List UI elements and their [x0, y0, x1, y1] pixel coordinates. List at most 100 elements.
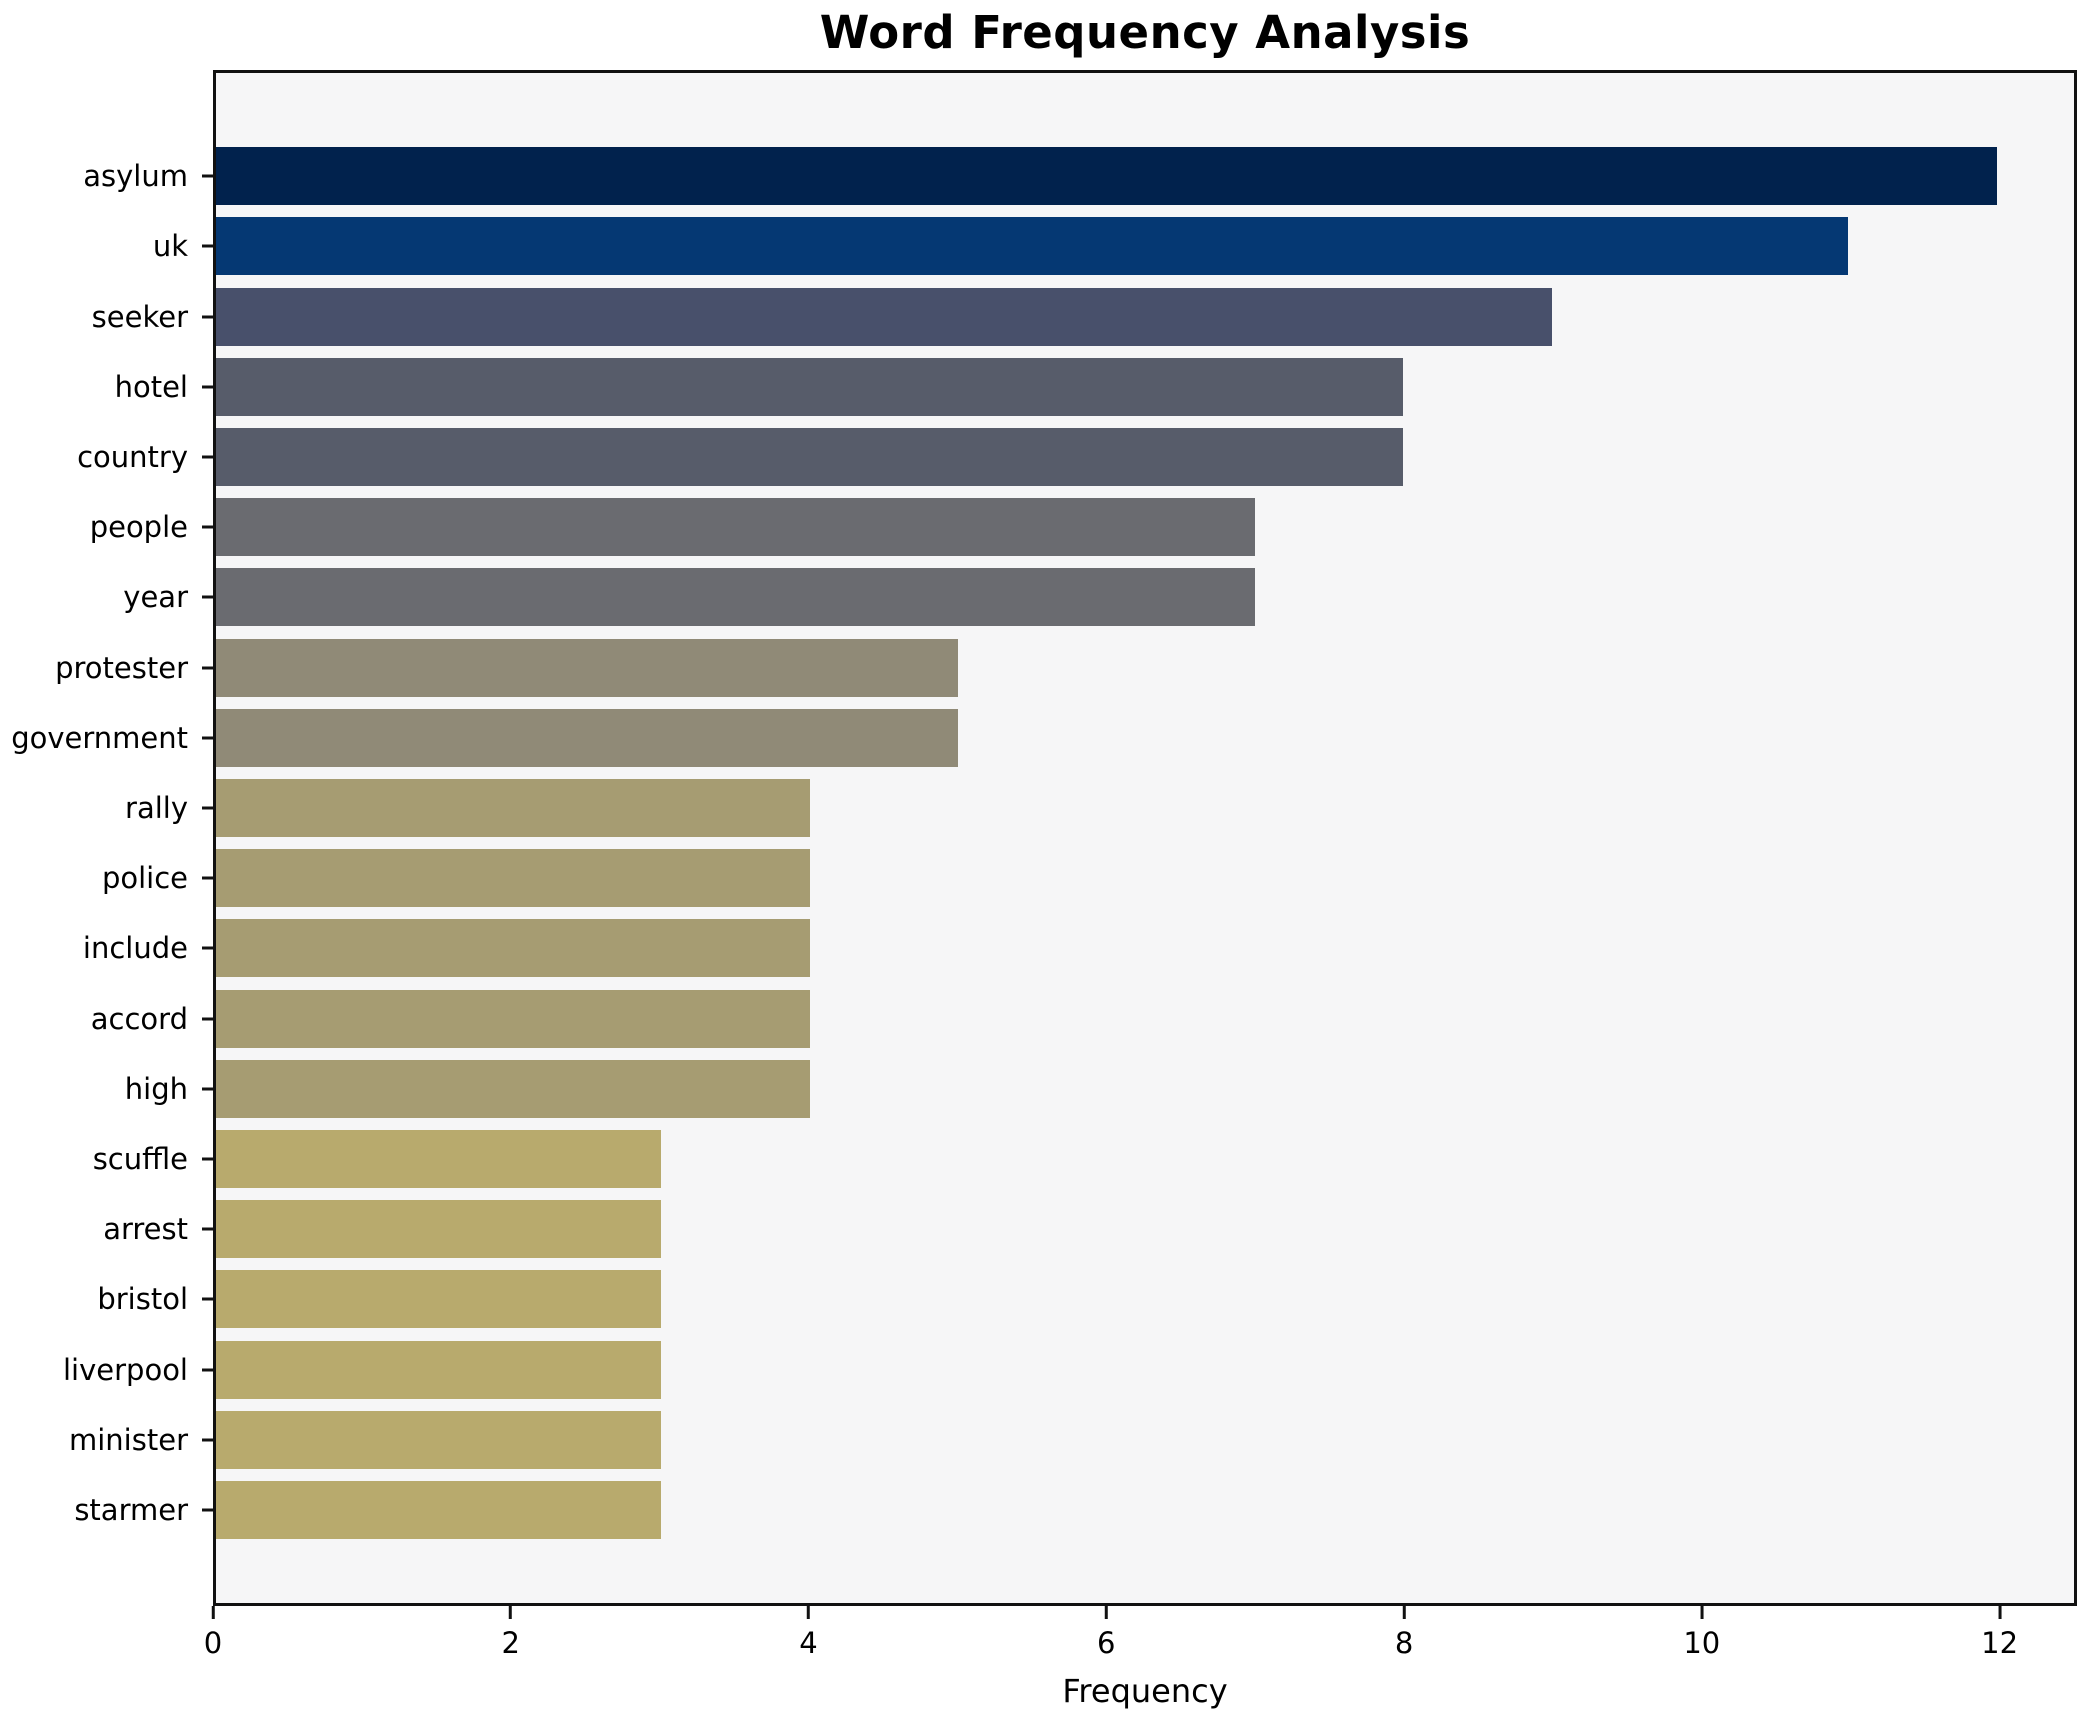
bar-row: scuffle [93, 1124, 2074, 1194]
bars-container: asylum uk seeker hotel country people year prot… [11, 73, 2074, 1603]
y-tick-label: bristol [97, 1282, 188, 1317]
y-tick-label: liverpool [63, 1352, 188, 1387]
y-axis-tick [202, 385, 216, 389]
y-axis-tick [202, 736, 216, 740]
bar-row: high [125, 1054, 2074, 1124]
y-tick-label: protester [55, 650, 188, 685]
y-axis-tick [202, 455, 216, 459]
bar-row: liverpool [63, 1334, 2074, 1404]
y-tick-label: hotel [114, 369, 188, 404]
x-axis-tick-mark [1402, 1606, 1406, 1619]
y-axis-tick [202, 1438, 216, 1442]
x-axis-tick-mark [807, 1606, 811, 1619]
y-axis-tick [202, 666, 216, 670]
bar [216, 1059, 810, 1118]
bar [216, 287, 1552, 346]
bar-row: people [90, 492, 2074, 562]
bar [216, 849, 810, 908]
bar [216, 989, 810, 1048]
bar [216, 1340, 662, 1399]
x-tick-label: 6 [1097, 1626, 1116, 1660]
y-tick-label: scuffle [92, 1141, 188, 1176]
x-tick-label: 2 [501, 1626, 520, 1660]
x-axis-tick-mark [509, 1606, 513, 1619]
y-axis-tick [202, 1157, 216, 1161]
y-axis-tick [202, 946, 216, 950]
y-tick-label: seeker [91, 299, 188, 334]
bar-row: starmer [74, 1475, 2074, 1545]
x-axis-tick: 10 [1683, 1606, 1720, 1660]
y-axis-tick [202, 1087, 216, 1091]
bar-row: arrest [103, 1194, 2074, 1264]
bar [216, 1200, 662, 1259]
y-axis-tick [202, 1368, 216, 1372]
x-tick-label: 8 [1394, 1626, 1414, 1660]
bar-row: asylum [83, 141, 2074, 211]
x-axis-tick-mark [1998, 1606, 2002, 1619]
bar-row: include [83, 913, 2074, 983]
y-axis-tick [202, 1017, 216, 1021]
y-axis-tick [202, 1297, 216, 1301]
y-axis-tick [202, 315, 216, 318]
y-axis-tick [202, 174, 216, 178]
y-axis-tick [202, 244, 216, 248]
bar-row: accord [91, 983, 2074, 1053]
bar [216, 217, 1849, 276]
bar [216, 1129, 662, 1188]
bar-row: police [102, 843, 2074, 913]
bar-row: minister [69, 1405, 2074, 1475]
bar-row: country [77, 422, 2074, 492]
y-tick-label: uk [152, 229, 188, 264]
bar [216, 708, 958, 767]
y-tick-label: accord [90, 1001, 188, 1036]
bar [216, 427, 1404, 486]
x-axis-tick: 4 [799, 1606, 818, 1660]
x-tick-label: 4 [799, 1626, 818, 1660]
x-axis-title: Frequency [1062, 1672, 1228, 1710]
y-axis-tick [202, 876, 216, 880]
bar-row: protester [55, 632, 2074, 702]
y-axis-tick [202, 1227, 216, 1231]
y-tick-label: include [82, 931, 188, 966]
y-tick-label: arrest [103, 1212, 188, 1247]
x-axis-tick: 8 [1395, 1606, 1413, 1660]
bar [216, 778, 810, 837]
y-axis-tick [202, 1508, 216, 1512]
x-axis-tick-mark [1104, 1606, 1108, 1619]
bar [216, 1410, 662, 1469]
bar [216, 1270, 662, 1329]
y-axis-tick [202, 806, 216, 810]
bar [216, 357, 1404, 416]
x-axis-tick-mark [1700, 1606, 1704, 1619]
y-tick-label: people [89, 510, 188, 545]
y-tick-label: country [77, 439, 188, 474]
y-axis-tick [202, 525, 216, 529]
plot-area: asylum uk seeker hotel country people year prot… [11, 70, 2077, 1606]
y-tick-label: high [124, 1071, 188, 1106]
y-tick-label: starmer [74, 1492, 188, 1527]
x-tick-label: 10 [1683, 1626, 1721, 1660]
x-axis-tick: 0 [204, 1606, 222, 1660]
bar-row: seeker [92, 281, 2074, 351]
bar [216, 1480, 662, 1539]
chart-title: Word Frequency Analysis [819, 6, 1471, 59]
bar [216, 638, 958, 697]
y-tick-label: asylum [83, 159, 188, 194]
bar-row: rally [125, 773, 2074, 843]
bar [216, 919, 810, 978]
bar-row: year [123, 562, 2074, 632]
bar [216, 568, 1255, 627]
bar-row: bristol [97, 1264, 2074, 1334]
x-axis: 0 2 4 6 8 10 12 [204, 1606, 2077, 1668]
y-tick-label: police [101, 861, 188, 896]
x-axis-tick: 6 [1097, 1606, 1116, 1660]
bar [216, 147, 1997, 206]
bar-row: uk [153, 211, 2074, 281]
x-axis-tick: 2 [502, 1606, 520, 1660]
y-tick-label: year [123, 580, 188, 615]
x-axis-tick-mark [211, 1606, 215, 1619]
x-tick-label: 0 [203, 1626, 223, 1660]
x-axis-tick: 12 [1981, 1606, 2018, 1660]
y-tick-label: minister [69, 1422, 188, 1457]
x-tick-label: 12 [1981, 1626, 2019, 1660]
